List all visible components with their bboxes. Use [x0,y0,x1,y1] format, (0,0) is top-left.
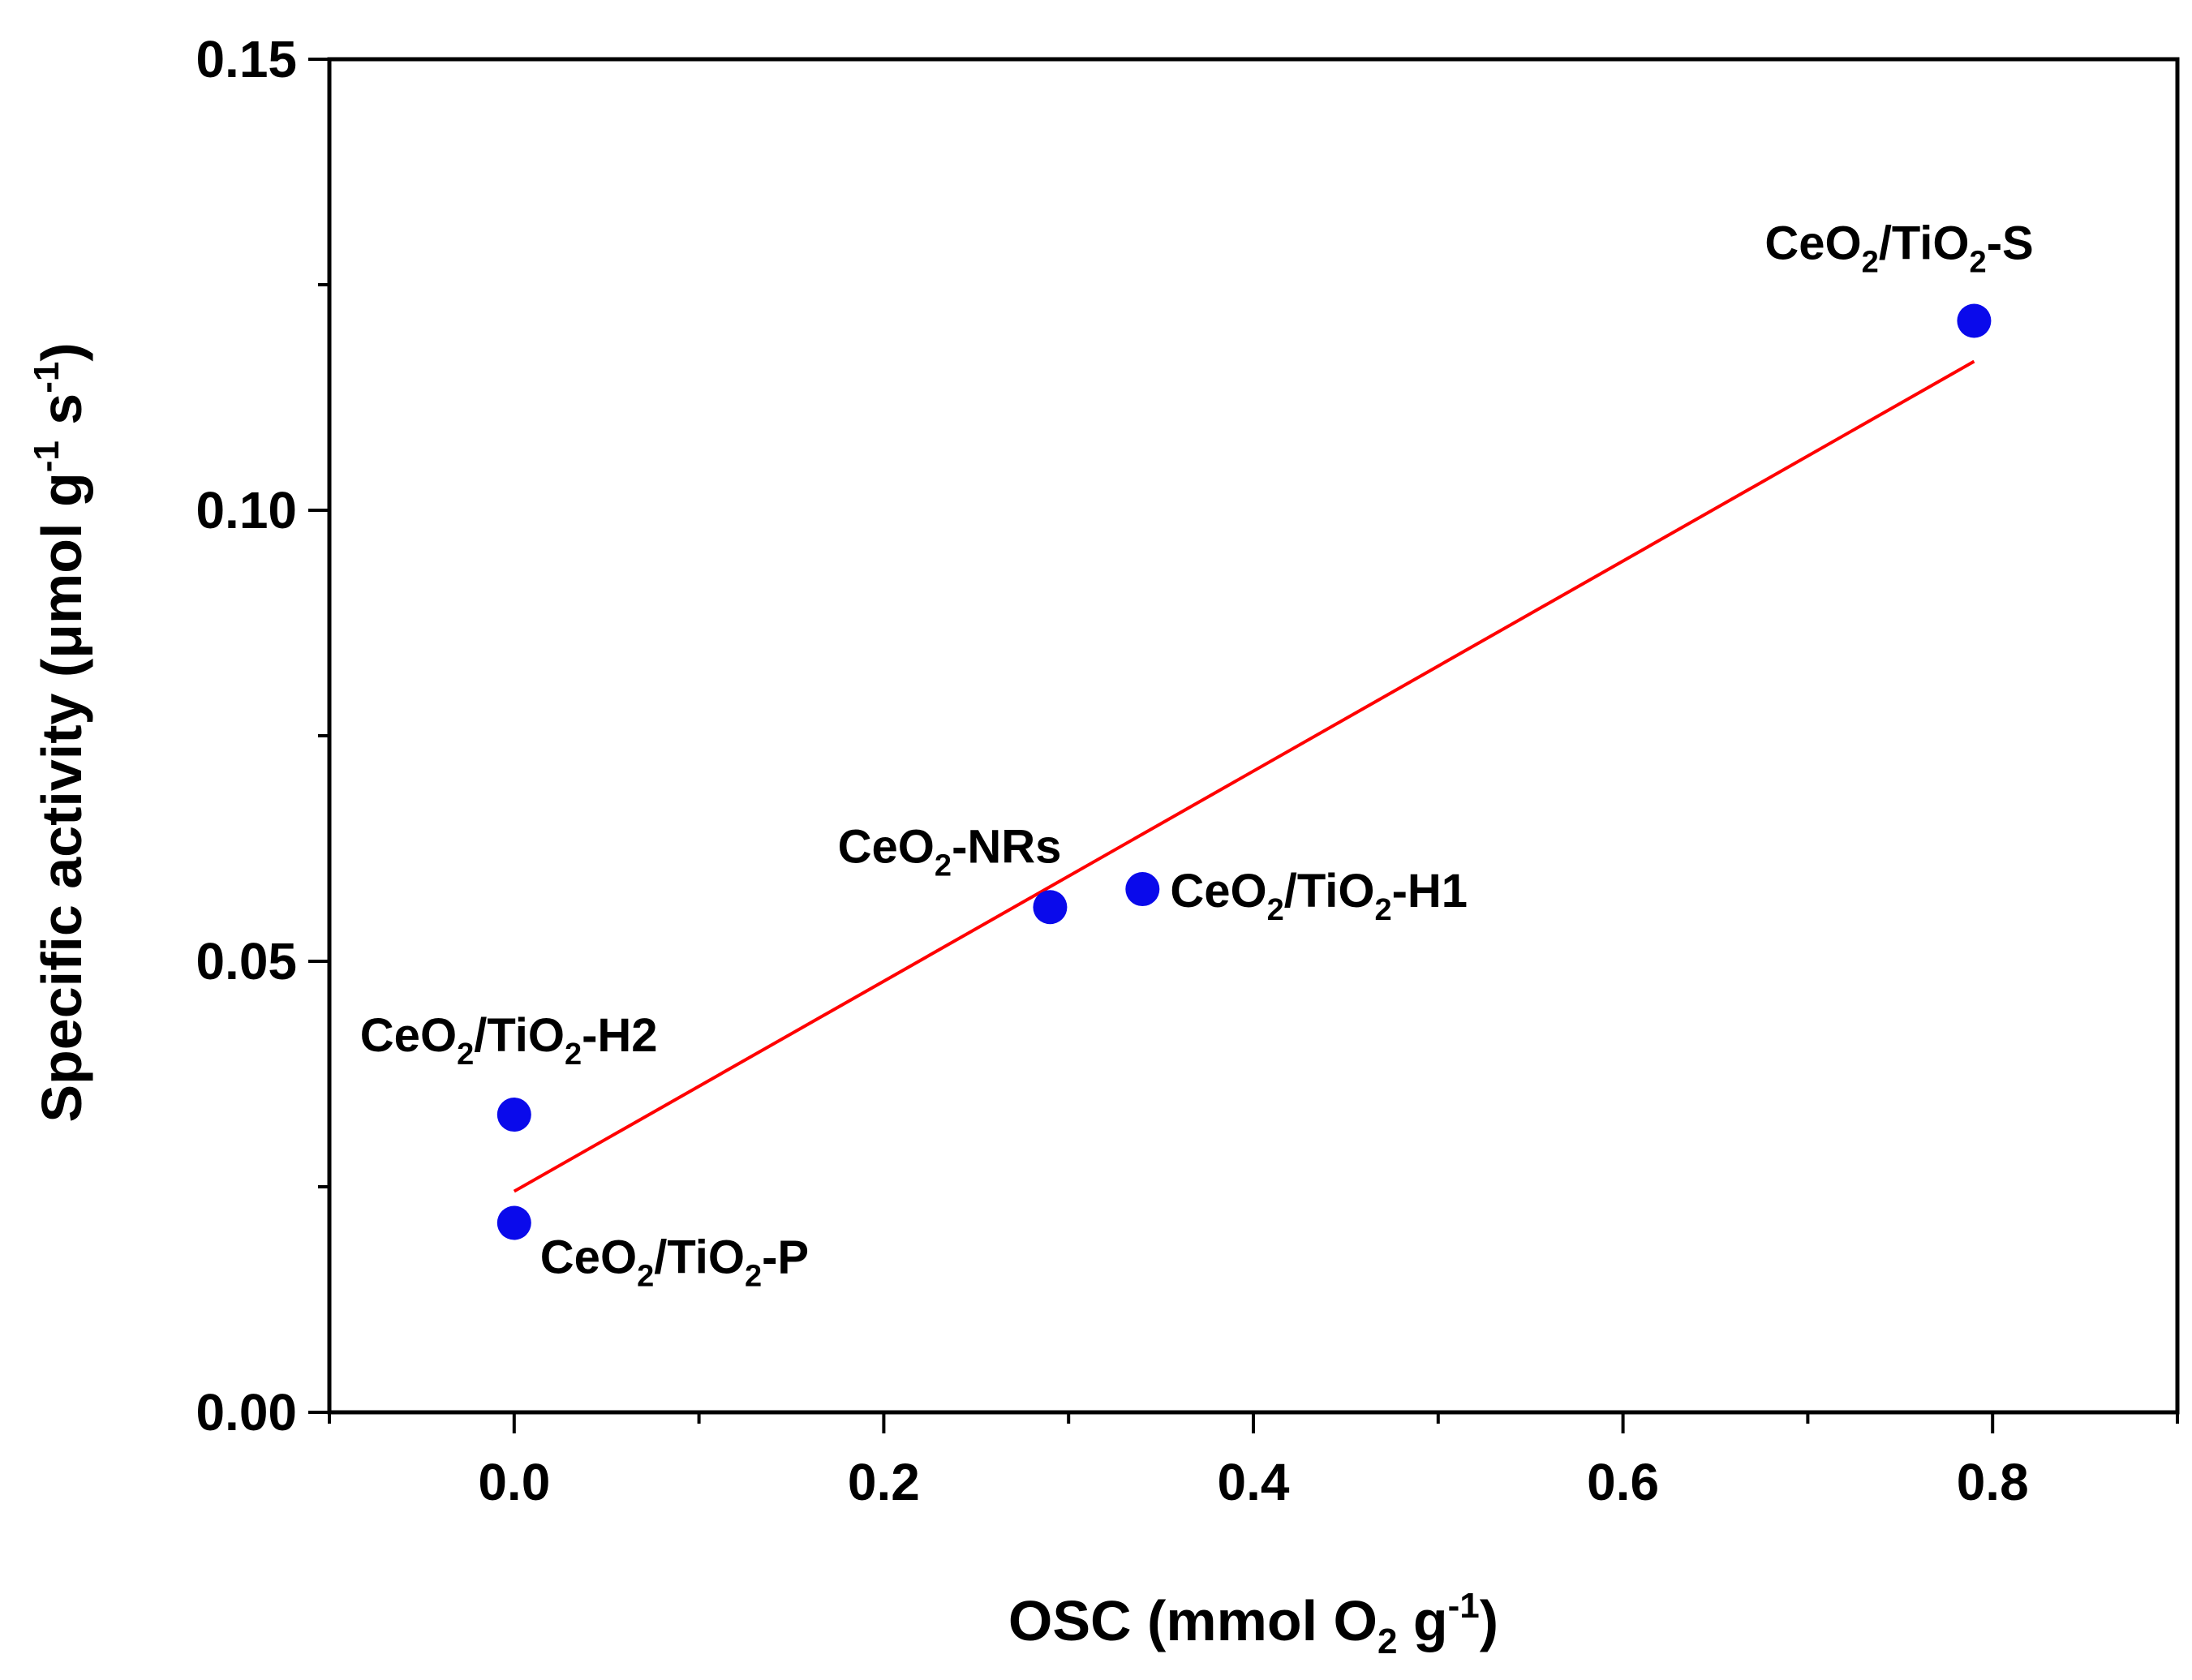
point-label-part: 2 [1374,893,1391,927]
x-tick-label: 0.0 [478,1453,550,1511]
point-label-part: /TiO [654,1231,745,1283]
point-label-part: -P [762,1231,809,1283]
fit-line-group [513,359,1975,1193]
point-label-part: 2 [1267,893,1284,927]
axis-tick-labels: 0.0 0.2 0.4 0.6 0.8 0.00 0.05 0.10 0.15 [196,30,2028,1511]
point-label-part: /TiO [1284,865,1375,917]
y-tick-label: 0.05 [196,932,297,990]
y-axis-title: Specific activity (μmol g-1 s-1) [27,342,93,1122]
y-axis-title-main: Specific activity (μmol g [30,472,93,1122]
point-label: CeO2-NRs [838,820,1062,883]
x-axis-title-sub: 2 [1378,1622,1397,1661]
x-tick-label: 0.2 [848,1453,920,1511]
point-label-part: 2 [1862,245,1879,279]
point-label-part: /TiO [1879,217,1970,269]
x-tick-label: 0.4 [1218,1453,1290,1511]
point-label: CeO2/TiO2-S [1764,217,2033,279]
point-label-part: 2 [637,1259,654,1293]
point-label-part: -H2 [582,1009,657,1062]
data-point [496,1098,531,1132]
y-tick-label: 0.15 [196,30,297,88]
point-label-part: 2 [745,1259,762,1293]
y-axis-title-sup2: -1 [27,362,67,393]
x-tick-label: 0.8 [1957,1453,2029,1511]
point-label: CeO2/TiO2-P [540,1231,809,1293]
point-label-part: -S [1987,217,2034,269]
data-point [1957,303,1992,338]
point-labels: CeO2/TiO2-H2CeO2/TiO2-PCeO2-NRsCeO2/TiO2… [360,217,2034,1293]
y-axis-title-sup1: -1 [27,440,67,472]
x-axis-title-end: ) [1480,1589,1498,1652]
point-label-part: 2 [1970,245,1987,279]
axis-ticks [308,58,2179,1433]
data-point [1125,872,1160,907]
point-label-part: CeO [838,820,935,873]
point-label-part: CeO [540,1231,637,1283]
fit-line [513,359,1975,1193]
x-axis-title: OSC (mmol O2 g-1) [1008,1586,1498,1661]
point-label-part: /TiO [474,1009,565,1062]
data-points [496,303,1992,1240]
data-point [1033,890,1068,925]
x-tick-label: 0.6 [1587,1453,1659,1511]
point-label-part: 2 [565,1038,582,1072]
x-axis-title-main: OSC (mmol O [1008,1589,1378,1652]
y-tick-label: 0.10 [196,481,297,539]
point-label: CeO2/TiO2-H1 [1170,865,1468,927]
point-label-part: -H1 [1392,865,1468,917]
point-label: CeO2/TiO2-H2 [360,1009,658,1072]
y-axis-title-mid: s [30,393,93,440]
y-tick-label: 0.00 [196,1383,297,1442]
point-label-part: CeO [360,1009,457,1062]
y-axis-title-end: ) [30,342,93,361]
point-label-part: CeO [1764,217,1861,269]
point-label-part: 2 [935,849,952,883]
point-label-part: CeO [1170,865,1266,917]
data-point [496,1205,531,1240]
x-axis-title-sup: -1 [1448,1586,1480,1626]
point-label-part: -NRs [952,820,1061,873]
point-label-part: 2 [457,1038,474,1072]
x-axis-title-mid: g [1397,1589,1447,1652]
